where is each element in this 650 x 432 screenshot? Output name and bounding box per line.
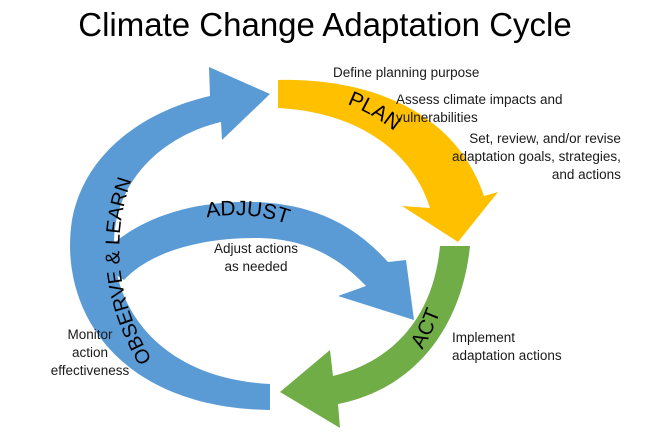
plan-note-define-purpose: Define planning purpose [333, 65, 480, 80]
adjust-note: Adjust actions as needed [213, 241, 299, 274]
act-note-implement: Implement adaptation actions [452, 330, 562, 363]
plan-note-assess-impacts: Assess climate impacts and vulnerabiliti… [396, 92, 563, 125]
plan-note-set-goals: Set, review, and/or revise adaptation go… [452, 131, 621, 182]
diagram-title: Climate Change Adaptation Cycle [78, 6, 572, 43]
act-arrow [280, 246, 470, 428]
observe-note-monitor: Monitor action effectiveness [50, 327, 130, 378]
adjust-arrow [96, 201, 414, 320]
observe-learn-arrow [70, 67, 270, 410]
plan-arrow [278, 79, 498, 242]
